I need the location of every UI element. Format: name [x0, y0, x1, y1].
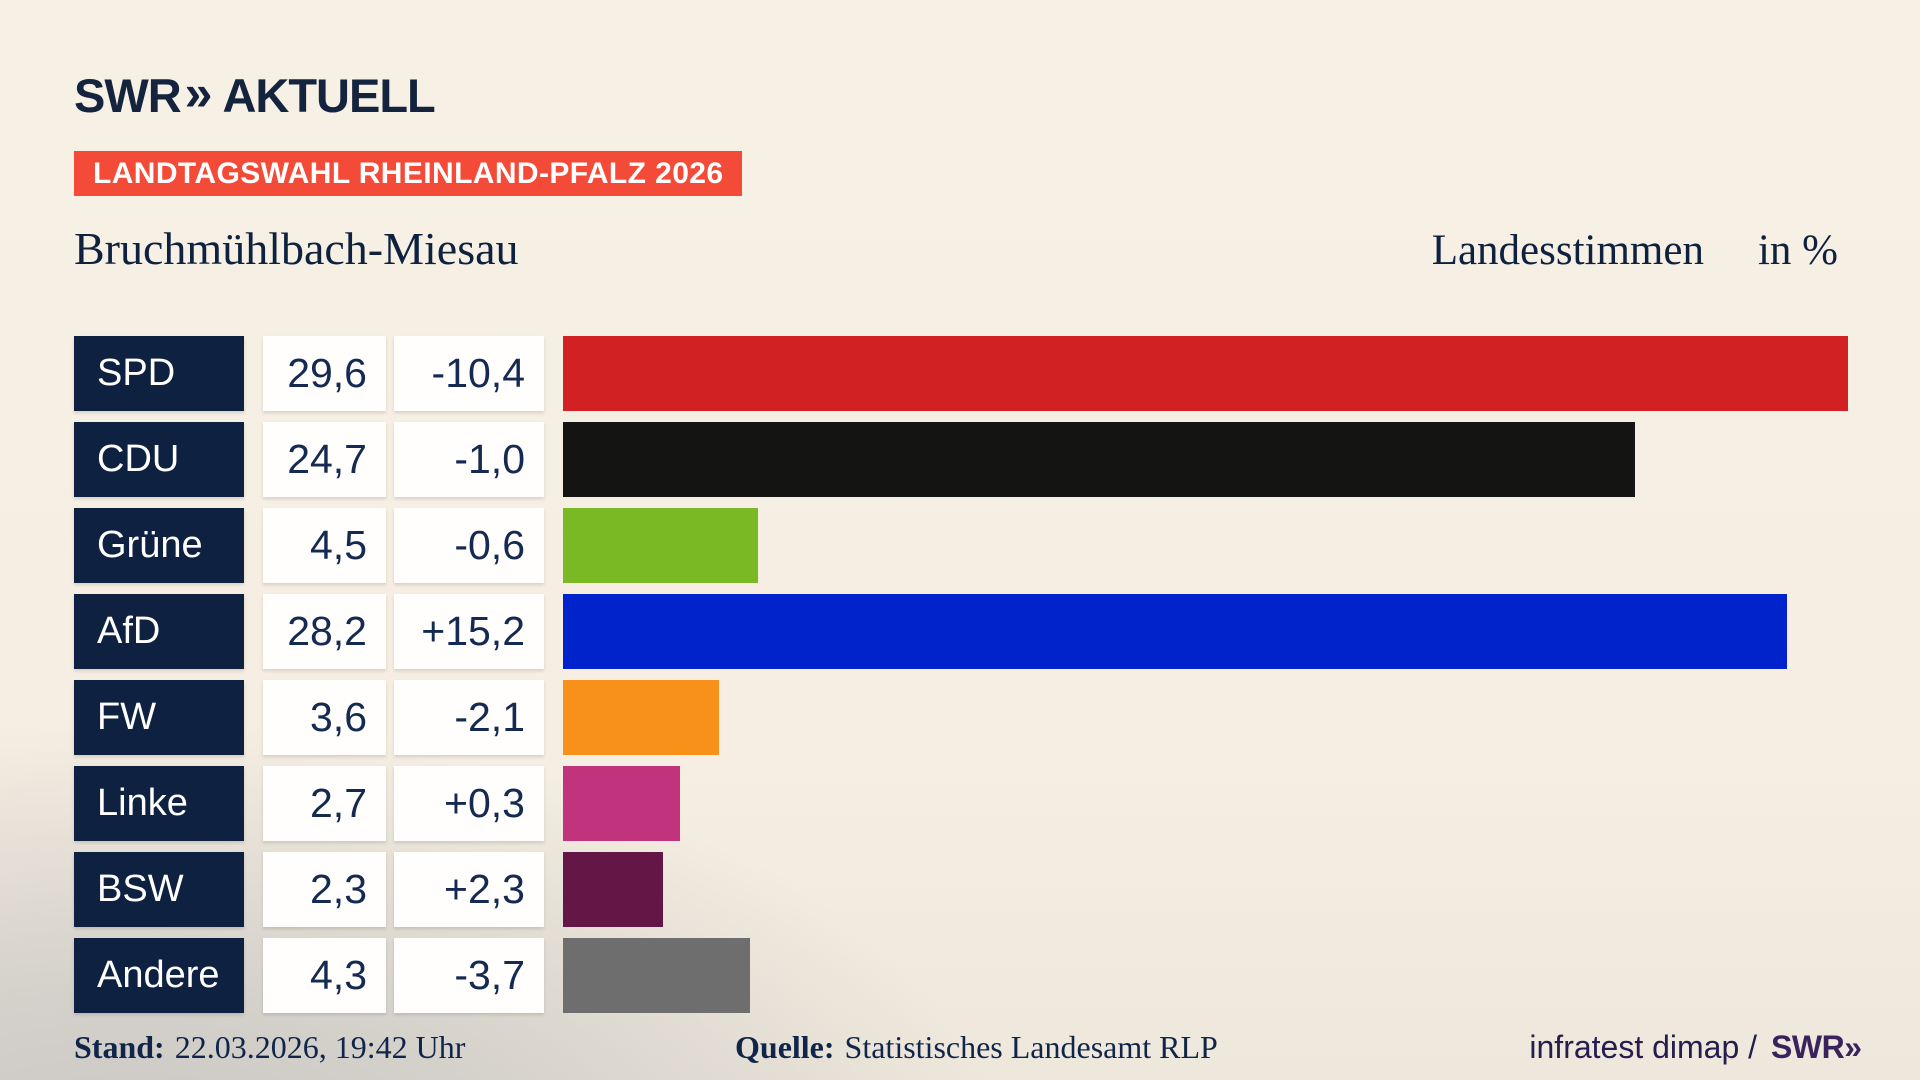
party-name: Andere [97, 954, 220, 996]
change-value-box: -1,0 [394, 422, 544, 497]
result-value-box: 24,7 [263, 422, 386, 497]
result-bar [563, 680, 719, 755]
table-row: Andere 4,3 -3,7 [74, 938, 1848, 1013]
result-value-box: 2,7 [263, 766, 386, 841]
result-bar [563, 422, 1635, 497]
stand-value: 22.03.2026, 19:42 Uhr [174, 1029, 466, 1065]
party-label-box: SPD [74, 336, 244, 411]
result-value-box: 4,5 [263, 508, 386, 583]
party-label-box: CDU [74, 422, 244, 497]
election-banner: LANDTAGSWAHL RHEINLAND-PFALZ 2026 [74, 151, 743, 196]
result-value-box: 29,6 [263, 336, 386, 411]
party-label-box: Andere [74, 938, 244, 1013]
party-name: Linke [97, 782, 188, 824]
swr-logo-text: SWR [74, 68, 182, 122]
change-value-box: -3,7 [394, 938, 544, 1013]
source-value: Statistisches Landesamt RLP [844, 1029, 1218, 1065]
stand-label: Stand: [74, 1029, 165, 1065]
change-value-box: -0,6 [394, 508, 544, 583]
result-bar [563, 766, 680, 841]
party-label-box: AfD [74, 594, 244, 669]
party-name: CDU [97, 438, 180, 480]
aktuell-logo-text: AKTUELL [222, 68, 435, 122]
table-row: Linke 2,7 +0,3 [74, 766, 1848, 841]
result-value-box: 2,3 [263, 852, 386, 927]
measure-label: Landesstimmen [1431, 227, 1704, 274]
table-row: AfD 28,2 +15,2 [74, 594, 1848, 669]
change-value-box: -10,4 [394, 336, 544, 411]
result-value-box: 28,2 [263, 594, 386, 669]
chart-rows: SPD 29,6 -10,4 CDU 24,7 -1,0 Grüne 4,5 -… [74, 336, 1848, 1024]
party-label-box: Grüne [74, 508, 244, 583]
result-value-box: 3,6 [263, 680, 386, 755]
table-row: FW 3,6 -2,1 [74, 680, 1848, 755]
swr-chevron-icon: » [184, 65, 213, 121]
credit-text: infratest dimap / [1529, 1029, 1758, 1065]
result-value-box: 4,3 [263, 938, 386, 1013]
table-row: CDU 24,7 -1,0 [74, 422, 1848, 497]
swr-footer-brand: SWR [1771, 1029, 1845, 1065]
municipality-title: Bruchmühlbach-Miesau [74, 223, 519, 274]
swr-footer-chevron-icon: » [1844, 1029, 1862, 1065]
unit-label: in % [1757, 227, 1838, 274]
party-name: FW [97, 696, 157, 738]
result-bar [563, 938, 750, 1013]
party-label-box: FW [74, 680, 244, 755]
table-row: BSW 2,3 +2,3 [74, 852, 1848, 927]
measure-title: Landesstimmen in % [1432, 226, 1838, 275]
credit-note: infratest dimap / SWR» [1529, 1029, 1862, 1066]
stand-timestamp: Stand: 22.03.2026, 19:42 Uhr [74, 1029, 465, 1066]
party-name: Grüne [97, 524, 203, 566]
party-name: BSW [97, 868, 184, 910]
result-bar [563, 336, 1848, 411]
change-value-box: +0,3 [394, 766, 544, 841]
source-label: Quelle: [735, 1029, 835, 1065]
change-value-box: +2,3 [394, 852, 544, 927]
party-name: SPD [97, 352, 176, 394]
result-bar [563, 508, 758, 583]
table-row: SPD 29,6 -10,4 [74, 336, 1848, 411]
party-label-box: BSW [74, 852, 244, 927]
party-label-box: Linke [74, 766, 244, 841]
party-name: AfD [97, 610, 161, 652]
source-note: Quelle: Statistisches Landesamt RLP [735, 1029, 1218, 1066]
change-value-box: +15,2 [394, 594, 544, 669]
change-value-box: -2,1 [394, 680, 544, 755]
result-bar [563, 594, 1787, 669]
result-bar [563, 852, 663, 927]
swr-aktuell-logo: SWR » AKTUELL [74, 64, 436, 126]
table-row: Grüne 4,5 -0,6 [74, 508, 1848, 583]
election-banner-label: LANDTAGSWAHL RHEINLAND-PFALZ 2026 [93, 156, 724, 190]
swr-footer-logo: SWR» [1771, 1029, 1862, 1066]
